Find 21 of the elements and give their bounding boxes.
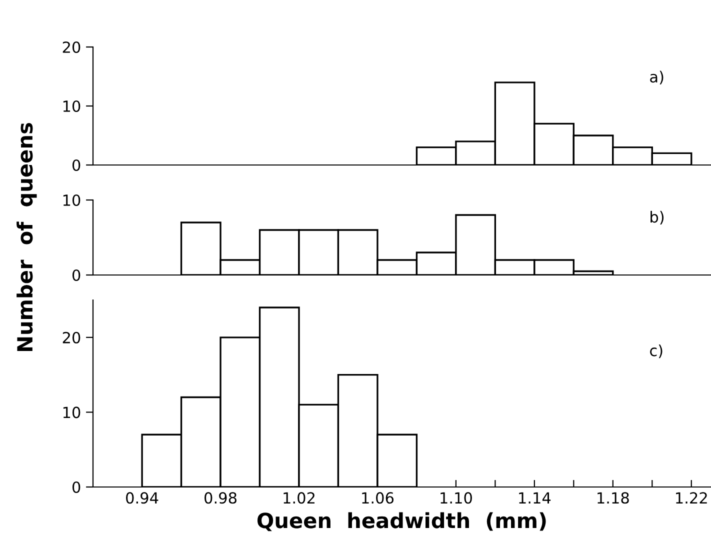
x-tick-label: 0.98 bbox=[204, 492, 236, 504]
y-tick-label: 10 bbox=[63, 406, 80, 418]
x-tick-label: 1.22 bbox=[676, 492, 707, 504]
x-tick-label: 1.10 bbox=[440, 492, 472, 504]
x-axis-title: Queen headwidth (mm) bbox=[257, 512, 546, 532]
x-tick-label: 0.94 bbox=[126, 492, 158, 504]
y-axis-title: Number of queens bbox=[16, 123, 37, 352]
annotation: b) bbox=[650, 210, 664, 225]
y-tick-label: 0 bbox=[72, 269, 80, 282]
x-tick-label: 1.18 bbox=[598, 492, 629, 504]
x-tick-label: 1.06 bbox=[362, 492, 394, 504]
y-tick-label: 0 bbox=[72, 159, 80, 172]
y-tick-label: 10 bbox=[63, 194, 80, 206]
annotation: a) bbox=[650, 70, 664, 84]
x-tick-label: 1.14 bbox=[519, 492, 551, 504]
y-tick-label: 20 bbox=[62, 332, 80, 344]
y-tick-label: 20 bbox=[62, 41, 80, 54]
annotation: c) bbox=[650, 344, 662, 358]
y-tick-label: 0 bbox=[72, 481, 80, 494]
y-tick-label: 10 bbox=[63, 100, 80, 112]
x-tick-label: 1.02 bbox=[284, 492, 314, 504]
